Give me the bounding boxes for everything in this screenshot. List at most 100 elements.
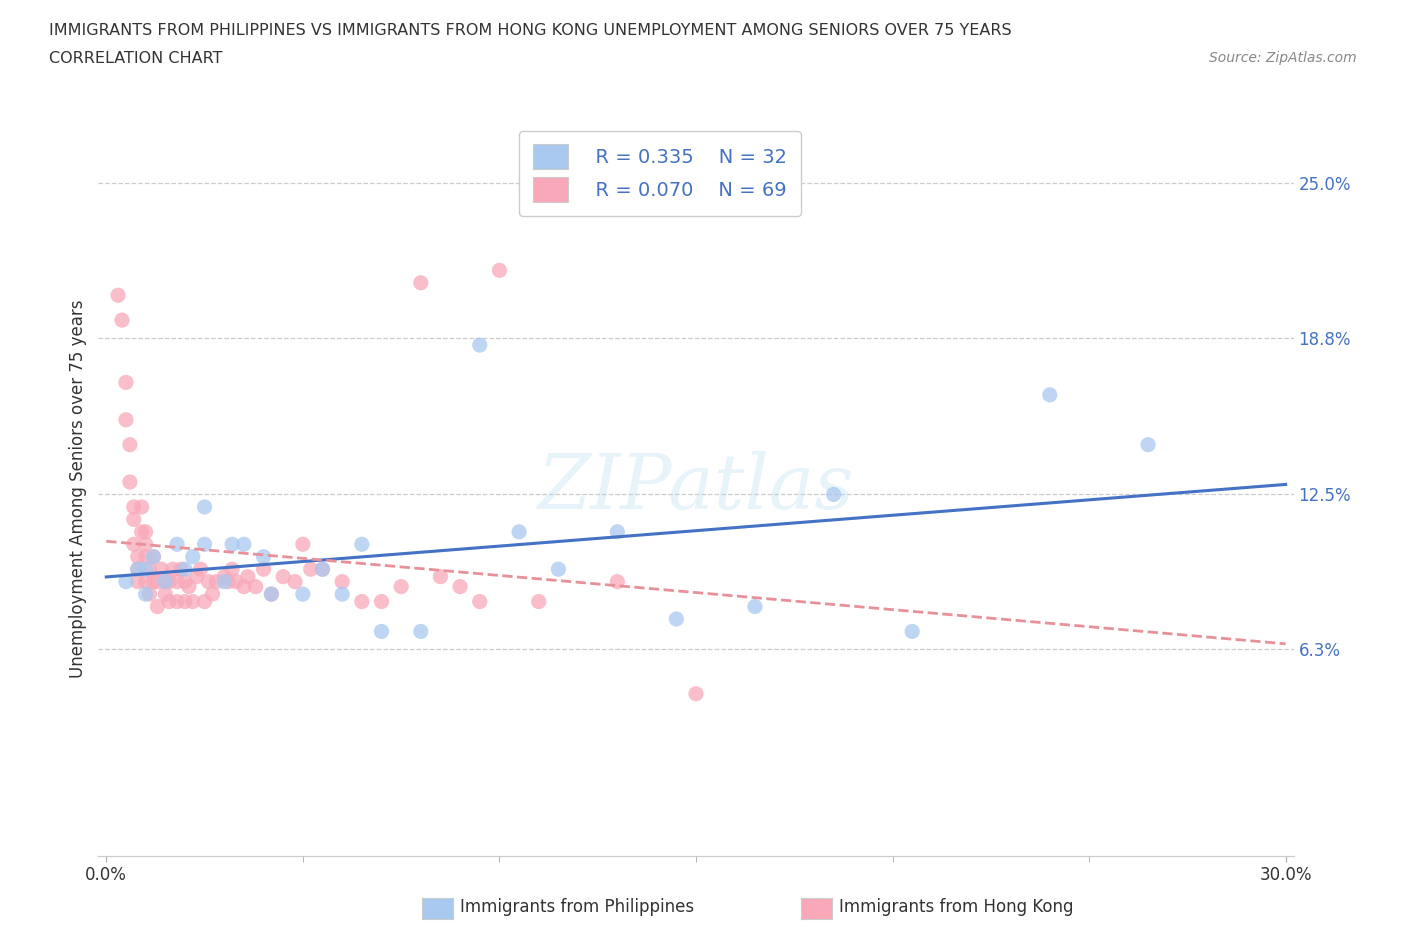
- Point: [409, 624, 432, 639]
- Point: [370, 594, 392, 609]
- Point: [311, 562, 333, 577]
- Point: [606, 525, 628, 539]
- Point: [205, 574, 228, 589]
- Point: [166, 594, 188, 609]
- Point: [744, 599, 766, 614]
- Point: [118, 474, 141, 489]
- Point: [901, 624, 924, 639]
- Point: [190, 562, 212, 577]
- Point: [221, 562, 243, 577]
- Point: [488, 263, 510, 278]
- Point: [146, 599, 169, 614]
- Point: [181, 594, 204, 609]
- Point: [606, 574, 628, 589]
- Point: [260, 587, 283, 602]
- Point: [135, 525, 157, 539]
- Point: [409, 275, 432, 290]
- Point: [127, 574, 149, 589]
- Point: [135, 537, 157, 551]
- Point: [1137, 437, 1160, 452]
- Text: IMMIGRANTS FROM PHILIPPINES VS IMMIGRANTS FROM HONG KONG UNEMPLOYMENT AMONG SENI: IMMIGRANTS FROM PHILIPPINES VS IMMIGRANT…: [49, 23, 1012, 38]
- Point: [107, 287, 129, 302]
- Point: [142, 574, 165, 589]
- Point: [350, 594, 373, 609]
- Point: [174, 562, 197, 577]
- Point: [197, 574, 219, 589]
- Point: [449, 579, 471, 594]
- Point: [181, 550, 204, 565]
- Point: [162, 562, 184, 577]
- Point: [201, 587, 224, 602]
- Point: [468, 338, 491, 352]
- Point: [186, 569, 208, 584]
- Point: [193, 499, 215, 514]
- Point: [284, 574, 307, 589]
- Point: [212, 569, 235, 584]
- Point: [245, 579, 267, 594]
- Point: [142, 550, 165, 565]
- Y-axis label: Unemployment Among Seniors over 75 years: Unemployment Among Seniors over 75 years: [69, 299, 87, 677]
- Point: [291, 537, 314, 551]
- Point: [138, 587, 160, 602]
- Point: [157, 594, 180, 609]
- Point: [115, 375, 138, 390]
- Point: [370, 624, 392, 639]
- Point: [115, 574, 138, 589]
- Text: Immigrants from Hong Kong: Immigrants from Hong Kong: [839, 897, 1074, 916]
- Point: [166, 537, 188, 551]
- Point: [389, 579, 412, 594]
- Point: [127, 562, 149, 577]
- Point: [131, 499, 153, 514]
- Text: ZIPatlas: ZIPatlas: [537, 451, 855, 525]
- Point: [221, 537, 243, 551]
- Point: [508, 525, 530, 539]
- Point: [135, 574, 157, 589]
- Point: [212, 574, 235, 589]
- Point: [135, 587, 157, 602]
- Point: [166, 574, 188, 589]
- Text: Immigrants from Philippines: Immigrants from Philippines: [460, 897, 695, 916]
- Point: [252, 550, 274, 565]
- Point: [468, 594, 491, 609]
- Point: [122, 537, 145, 551]
- Point: [350, 537, 373, 551]
- Point: [291, 587, 314, 602]
- Point: [217, 574, 239, 589]
- Point: [193, 594, 215, 609]
- Point: [330, 587, 353, 602]
- Point: [142, 550, 165, 565]
- Point: [665, 612, 688, 627]
- Point: [429, 569, 451, 584]
- Point: [252, 562, 274, 577]
- Point: [155, 574, 177, 589]
- Point: [155, 574, 177, 589]
- Point: [122, 499, 145, 514]
- Point: [131, 525, 153, 539]
- Point: [225, 574, 247, 589]
- Point: [118, 437, 141, 452]
- Point: [547, 562, 569, 577]
- Point: [127, 550, 149, 565]
- Point: [232, 537, 254, 551]
- Point: [1039, 388, 1062, 403]
- Point: [115, 412, 138, 427]
- Point: [122, 512, 145, 526]
- Point: [271, 569, 294, 584]
- Point: [330, 574, 353, 589]
- Point: [135, 562, 157, 577]
- Point: [311, 562, 333, 577]
- Legend:   R = 0.335    N = 32,   R = 0.070    N = 69: R = 0.335 N = 32, R = 0.070 N = 69: [519, 130, 801, 216]
- Point: [299, 562, 322, 577]
- Point: [177, 579, 200, 594]
- Point: [685, 686, 707, 701]
- Text: Source: ZipAtlas.com: Source: ZipAtlas.com: [1209, 51, 1357, 65]
- Point: [138, 562, 160, 577]
- Point: [111, 312, 134, 327]
- Point: [127, 562, 149, 577]
- Point: [170, 562, 193, 577]
- Point: [823, 487, 845, 502]
- Point: [135, 550, 157, 565]
- Point: [527, 594, 550, 609]
- Point: [155, 587, 177, 602]
- Point: [236, 569, 259, 584]
